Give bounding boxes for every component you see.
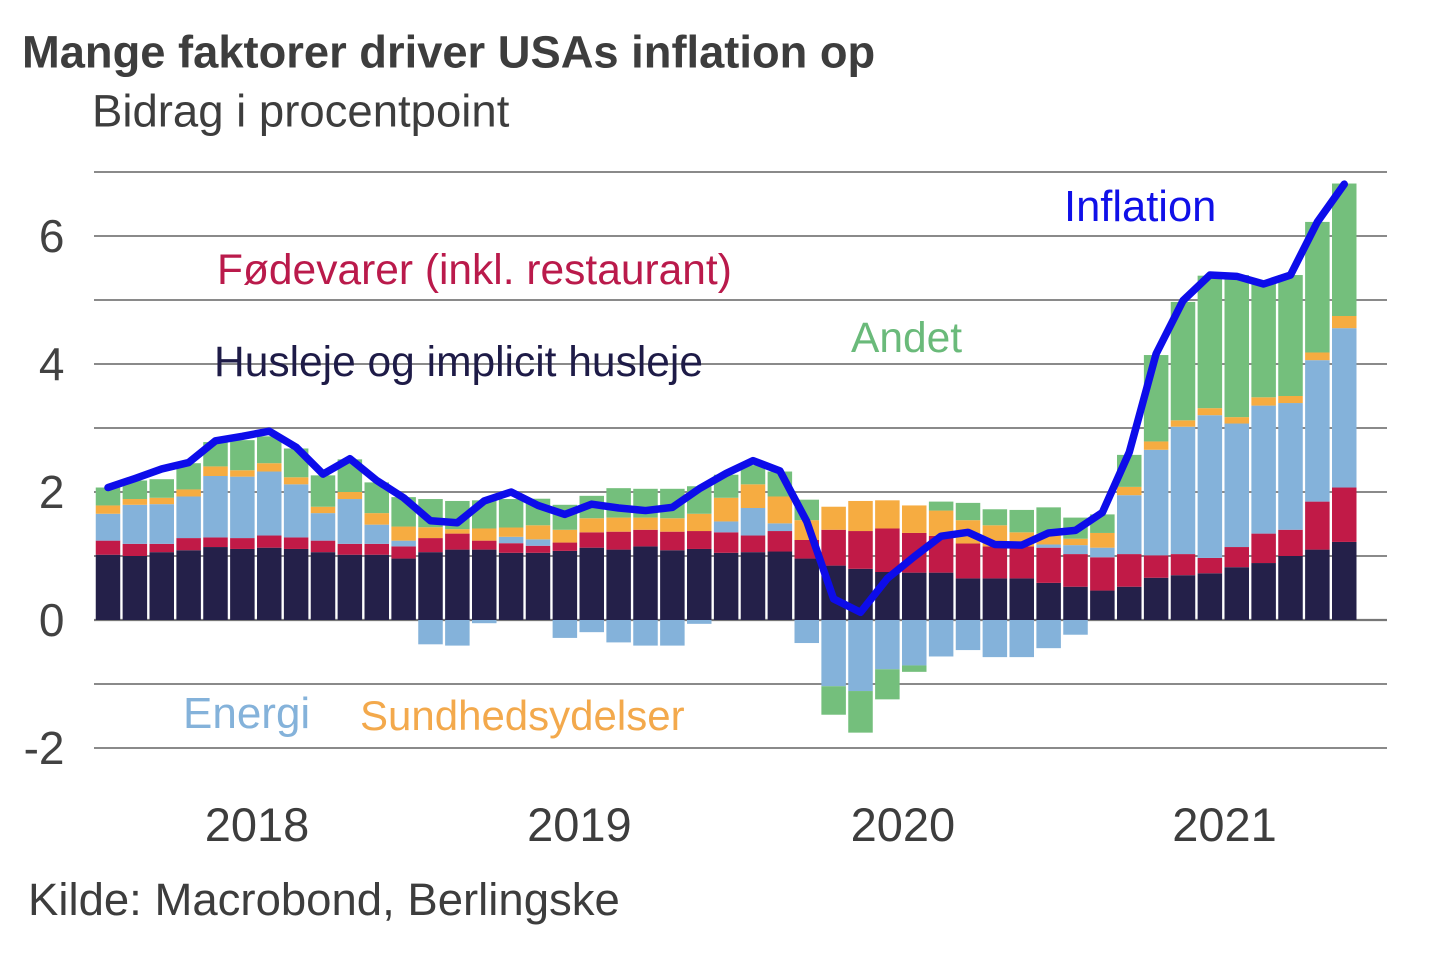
svg-text:2021: 2021 (1172, 798, 1277, 851)
svg-text:Husleje og implicit husleje: Husleje og implicit husleje (214, 339, 703, 386)
svg-text:Kilde: Macrobond, Berlingske: Kilde: Macrobond, Berlingske (28, 874, 620, 925)
svg-text:-2: -2 (24, 722, 65, 774)
svg-text:4: 4 (39, 338, 65, 390)
svg-text:2019: 2019 (527, 798, 632, 851)
svg-text:Sundhedsydelser: Sundhedsydelser (360, 692, 685, 739)
svg-text:0: 0 (39, 594, 65, 646)
svg-text:Mange faktorer driver USAs inf: Mange faktorer driver USAs inflation op (22, 27, 875, 78)
svg-text:Bidrag i procentpoint: Bidrag i procentpoint (92, 86, 510, 137)
svg-text:6: 6 (39, 210, 65, 262)
svg-text:Fødevarer (inkl. restaurant): Fødevarer (inkl. restaurant) (217, 247, 732, 294)
svg-text:2: 2 (39, 466, 65, 518)
svg-text:Andet: Andet (851, 315, 962, 362)
svg-text:2020: 2020 (851, 798, 956, 851)
svg-text:Inflation: Inflation (1064, 183, 1216, 231)
svg-text:Energi: Energi (183, 689, 310, 738)
svg-text:2018: 2018 (205, 798, 310, 851)
